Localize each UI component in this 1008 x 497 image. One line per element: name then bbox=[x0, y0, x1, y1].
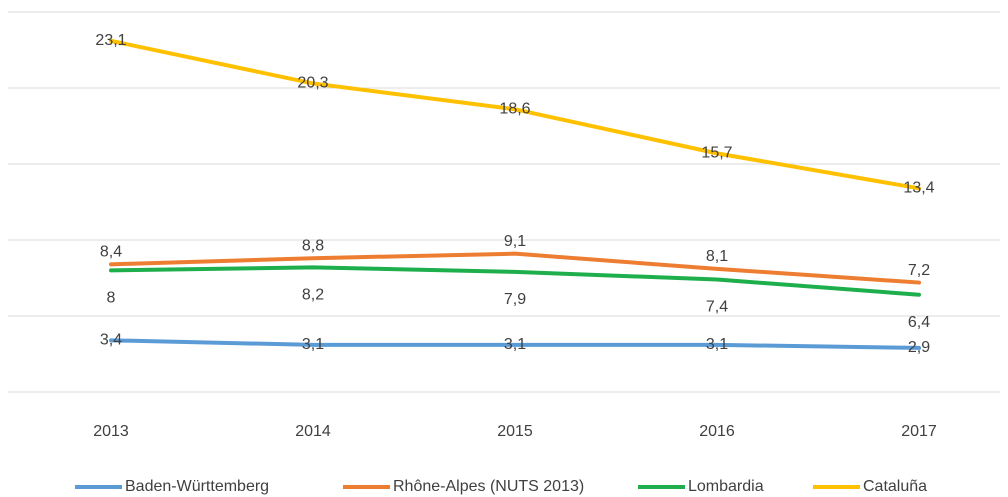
data-label: 7,9 bbox=[504, 291, 526, 308]
data-label: 9,1 bbox=[504, 233, 526, 250]
data-label: 7,2 bbox=[908, 262, 930, 279]
data-label: 3,1 bbox=[706, 336, 728, 353]
series-line bbox=[109, 265, 921, 297]
data-label: 8,1 bbox=[706, 248, 728, 265]
legend-label: Cataluña bbox=[863, 478, 927, 495]
data-label: 2,9 bbox=[908, 339, 930, 356]
data-label: 13,4 bbox=[903, 180, 934, 197]
legend-label: Rhône-Alpes (NUTS 2013) bbox=[393, 478, 584, 495]
data-label: 8,4 bbox=[100, 244, 122, 261]
data-label: 20,3 bbox=[297, 75, 328, 92]
data-label: 8,8 bbox=[302, 237, 324, 254]
data-label: 3,1 bbox=[302, 336, 324, 353]
x-tick-label: 2014 bbox=[295, 423, 331, 440]
series-line bbox=[109, 338, 921, 350]
data-label: 3,4 bbox=[100, 332, 122, 349]
series-line bbox=[109, 251, 921, 285]
x-tick-label: 2015 bbox=[497, 423, 533, 440]
data-label: 3,1 bbox=[504, 336, 526, 353]
data-label: 6,4 bbox=[908, 314, 930, 331]
data-label: 15,7 bbox=[701, 145, 732, 162]
series-line bbox=[109, 38, 921, 191]
data-label: 7,4 bbox=[706, 299, 728, 316]
x-tick-label: 2017 bbox=[901, 423, 937, 440]
legend-label: Baden-Württemberg bbox=[125, 478, 269, 495]
data-label: 8 bbox=[107, 290, 116, 307]
x-tick-label: 2016 bbox=[699, 423, 735, 440]
data-label: 18,6 bbox=[499, 100, 530, 117]
data-label: 23,1 bbox=[95, 32, 126, 49]
x-tick-label: 2013 bbox=[93, 423, 129, 440]
data-label: 8,2 bbox=[302, 287, 324, 304]
legend-label: Lombardia bbox=[688, 478, 764, 495]
